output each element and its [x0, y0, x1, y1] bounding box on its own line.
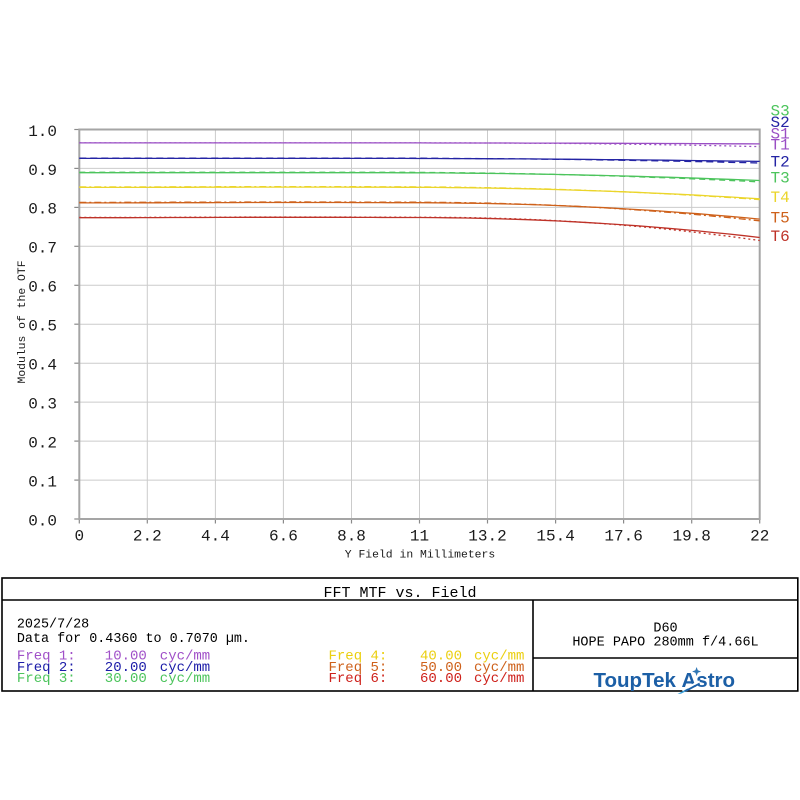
svg-text:cyc/mm: cyc/mm [474, 649, 524, 665]
svg-text:4.4: 4.4 [201, 528, 230, 546]
svg-text:0.7: 0.7 [28, 240, 57, 258]
svg-text:13.2: 13.2 [468, 528, 506, 546]
svg-text:Freq 2:: Freq 2: [17, 660, 76, 676]
svg-text:11: 11 [410, 528, 429, 546]
svg-text:cyc/mm: cyc/mm [160, 660, 210, 676]
svg-text:20.00: 20.00 [105, 660, 147, 676]
svg-text:40.00: 40.00 [420, 649, 462, 665]
svg-text:0: 0 [74, 528, 84, 546]
svg-text:T6: T6 [771, 228, 790, 246]
svg-text:22: 22 [750, 528, 769, 546]
svg-text:FFT MTF vs. Field: FFT MTF vs. Field [323, 585, 476, 602]
svg-text:50.00: 50.00 [420, 660, 462, 676]
svg-text:1.0: 1.0 [28, 123, 57, 141]
svg-text:0.4: 0.4 [28, 357, 57, 375]
svg-text:S1: S1 [771, 126, 790, 144]
svg-text:0.6: 0.6 [28, 279, 57, 297]
svg-text:T4: T4 [771, 189, 790, 207]
svg-text:Freq 5:: Freq 5: [329, 660, 388, 676]
svg-text:Y Field in Millimeters: Y Field in Millimeters [345, 550, 495, 562]
svg-text:8.8: 8.8 [337, 528, 366, 546]
svg-text:T5: T5 [771, 210, 790, 228]
svg-text:Freq 3:: Freq 3: [17, 671, 76, 687]
svg-text:cyc/mm: cyc/mm [160, 649, 210, 665]
svg-text:17.6: 17.6 [604, 528, 642, 546]
svg-text:S3: S3 [771, 102, 790, 120]
svg-text:60.00: 60.00 [420, 671, 462, 687]
svg-text:0.2: 0.2 [28, 434, 57, 452]
svg-text:15.4: 15.4 [536, 528, 574, 546]
svg-text:S2: S2 [771, 114, 790, 132]
svg-text:cyc/mm: cyc/mm [474, 671, 524, 687]
svg-text:0.3: 0.3 [28, 395, 57, 413]
svg-text:19.8: 19.8 [672, 528, 710, 546]
svg-text:6.6: 6.6 [269, 528, 298, 546]
svg-text:0.8: 0.8 [28, 201, 57, 219]
svg-text:T2: T2 [771, 153, 790, 171]
svg-text:Freq 6:: Freq 6: [329, 671, 388, 687]
svg-text:Data for 0.4360 to 0.7070 µm.: Data for 0.4360 to 0.7070 µm. [17, 632, 250, 647]
svg-text:T3: T3 [771, 170, 790, 188]
svg-text:T1: T1 [771, 137, 790, 155]
svg-text:30.00: 30.00 [105, 671, 147, 687]
svg-text:10.00: 10.00 [105, 649, 147, 665]
svg-text:D60: D60 [653, 622, 677, 637]
svg-text:cyc/mm: cyc/mm [474, 660, 524, 676]
svg-text:ToupTek: ToupTek [594, 669, 677, 692]
svg-text:2.2: 2.2 [133, 528, 162, 546]
svg-text:cyc/mm: cyc/mm [160, 671, 210, 687]
svg-text:0.9: 0.9 [28, 162, 57, 180]
svg-text:0.0: 0.0 [28, 512, 57, 530]
svg-text:Modulus of the OTF: Modulus of the OTF [17, 260, 29, 383]
svg-text:Freq 1:: Freq 1: [17, 649, 76, 665]
svg-text:2025/7/28: 2025/7/28 [17, 617, 89, 632]
svg-text:HOPE PAPO 280mm f/4.66L: HOPE PAPO 280mm f/4.66L [572, 635, 758, 650]
svg-text:0.5: 0.5 [28, 318, 57, 336]
svg-text:Freq 4:: Freq 4: [329, 649, 388, 665]
svg-text:0.1: 0.1 [28, 473, 57, 491]
